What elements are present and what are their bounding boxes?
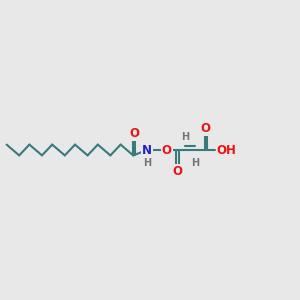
Text: O: O bbox=[162, 143, 172, 157]
Text: H: H bbox=[191, 158, 199, 168]
Text: O: O bbox=[172, 165, 182, 178]
Text: OH: OH bbox=[217, 143, 236, 157]
Text: N: N bbox=[142, 143, 152, 157]
Text: O: O bbox=[200, 122, 211, 135]
Text: O: O bbox=[129, 127, 139, 140]
Text: H: H bbox=[181, 132, 190, 142]
Text: H: H bbox=[143, 158, 151, 168]
